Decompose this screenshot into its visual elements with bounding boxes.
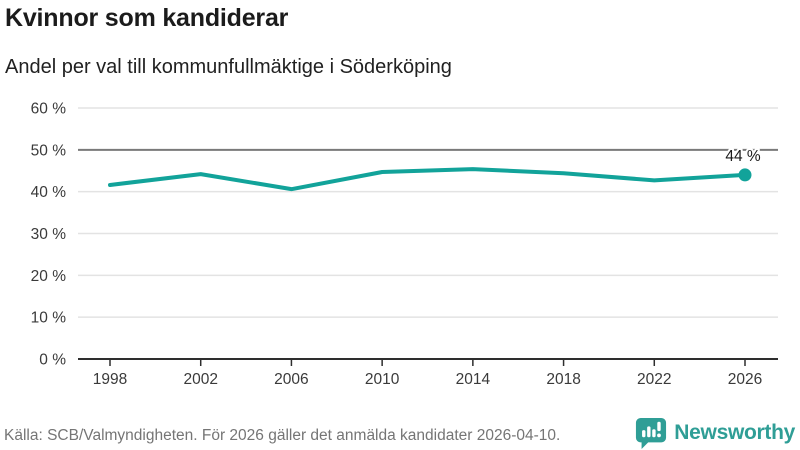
data-point-label: 44 % bbox=[725, 148, 761, 165]
newsworthy-logo-text: Newsworthy bbox=[674, 421, 795, 444]
chart-title: Kvinnor som kandiderar bbox=[5, 4, 289, 32]
x-axis-tick-label: 1998 bbox=[93, 371, 127, 388]
newsworthy-logo[interactable]: Newsworthy bbox=[635, 417, 795, 449]
x-axis-tick-label: 2002 bbox=[183, 371, 217, 388]
x-axis-tick-label: 2006 bbox=[274, 371, 308, 388]
x-axis-tick-label: 2018 bbox=[546, 371, 580, 388]
chart-subtitle: Andel per val till kommunfullmäktige i S… bbox=[5, 56, 452, 78]
y-axis-tick-label: 10 % bbox=[31, 310, 67, 327]
source-note: Källa: SCB/Valmyndigheten. För 2026 gäll… bbox=[4, 427, 561, 444]
data-point-2026 bbox=[738, 168, 752, 182]
x-axis-tick-label: 2022 bbox=[637, 371, 671, 388]
y-axis-tick-label: 50 % bbox=[31, 142, 67, 159]
data-line bbox=[108, 167, 747, 192]
x-axis-tick-label: 2010 bbox=[365, 371, 400, 388]
x-axis-tick-label: 2014 bbox=[456, 371, 491, 388]
y-axis-tick-label: 0 % bbox=[39, 352, 66, 369]
y-axis-tick-label: 20 % bbox=[31, 268, 67, 285]
y-axis-tick-label: 30 % bbox=[31, 226, 67, 243]
y-axis-tick-label: 40 % bbox=[31, 184, 67, 201]
y-axis-tick-label: 60 % bbox=[31, 101, 67, 118]
x-axis-tick-label: 2026 bbox=[728, 371, 762, 388]
newsworthy-bubble-chart-icon bbox=[636, 417, 667, 449]
